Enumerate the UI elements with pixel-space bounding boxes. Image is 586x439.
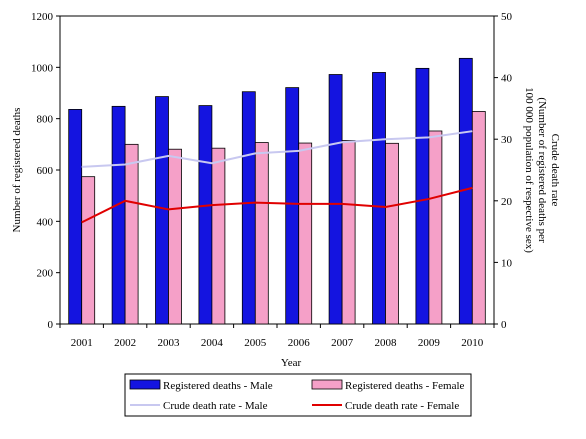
x-tick-label: 2008 <box>375 337 398 349</box>
bar-female-2010 <box>471 111 486 325</box>
axes-layer: 0 200 400 600 800 1000 1200 0 10 20 30 40 50 2001 2002… <box>31 11 513 349</box>
bar-male-2006 <box>285 87 300 325</box>
lines-layer <box>81 130 473 224</box>
legend-swatch-male-bars <box>129 379 161 390</box>
x-tick-label: 2009 <box>418 337 441 349</box>
y-right-tick-label: 0 <box>501 319 507 331</box>
bars-layer <box>68 57 486 325</box>
y-right-tick-label: 10 <box>501 257 513 269</box>
bar-male-2009 <box>415 67 430 325</box>
x-tick-label: 2004 <box>201 337 224 349</box>
x-tick-label: 2005 <box>244 337 267 349</box>
legend-label-female-line: Crude death rate - Female <box>345 400 459 412</box>
x-tick-label: 2003 <box>158 337 181 349</box>
bar-female-2005 <box>254 142 269 325</box>
bar-female-2009 <box>428 130 443 325</box>
bar-female-2007 <box>341 140 356 325</box>
bar-female-2002 <box>124 143 139 325</box>
y-axis-title-right-line2: (Number of registered deaths per <box>536 97 548 243</box>
bar-male-2004 <box>198 105 213 325</box>
y-right-tick-label: 30 <box>501 134 513 146</box>
y-axis-title-left: Number of registered deaths <box>11 108 23 233</box>
y-left-tick-label: 1200 <box>31 11 54 23</box>
legend: Registered deaths - Male Registered deat… <box>124 373 472 417</box>
bar-female-2001 <box>81 176 96 325</box>
x-tick-label: 2006 <box>288 337 311 349</box>
bar-male-2002 <box>111 105 126 325</box>
y-left-tick-label: 400 <box>37 216 54 228</box>
y-right-tick-label: 50 <box>501 11 513 23</box>
bar-female-2003 <box>168 148 182 325</box>
x-tick-label: 2010 <box>461 337 484 349</box>
x-axis-title: Year <box>281 357 302 369</box>
bar-female-2006 <box>298 142 313 325</box>
x-tick-label: 2002 <box>114 337 136 349</box>
y-left-tick-label: 600 <box>37 165 54 177</box>
bar-male-2007 <box>328 74 343 325</box>
y-right-tick-label: 20 <box>501 196 513 208</box>
y-left-tick-label: 200 <box>37 268 54 280</box>
y-left-tick-label: 1000 <box>31 62 54 74</box>
legend-label-male-bars: Registered deaths - Male <box>163 380 273 392</box>
line-female-crude-death-rate <box>81 186 473 224</box>
y-axis-title-right-line3: 100 000 population of respective sex) <box>523 87 535 253</box>
bar-female-2004 <box>211 147 226 325</box>
legend-box <box>124 373 472 417</box>
y-left-tick-label: 0 <box>48 319 54 331</box>
y-axis-title-right: Crude death rate (Number of registered d… <box>523 87 561 253</box>
line-male-crude-death-rate <box>81 130 473 168</box>
legend-label-female-bars: Registered deaths - Female <box>345 380 465 392</box>
y-right-tick-label: 40 <box>501 73 513 85</box>
y-left-tick-label: 800 <box>37 114 54 126</box>
x-tick-label: 2007 <box>331 337 354 349</box>
bar-male-2001 <box>68 109 83 325</box>
x-tick-label: 2001 <box>71 337 93 349</box>
legend-swatch-female-bars <box>311 379 343 390</box>
bar-male-2003 <box>155 96 169 325</box>
bar-male-2005 <box>241 91 256 325</box>
bar-female-2008 <box>385 142 399 325</box>
y-axis-title-right-line1: Crude death rate <box>549 134 561 207</box>
bar-male-2008 <box>372 72 386 325</box>
legend-label-male-line: Crude death rate - Male <box>163 400 268 412</box>
